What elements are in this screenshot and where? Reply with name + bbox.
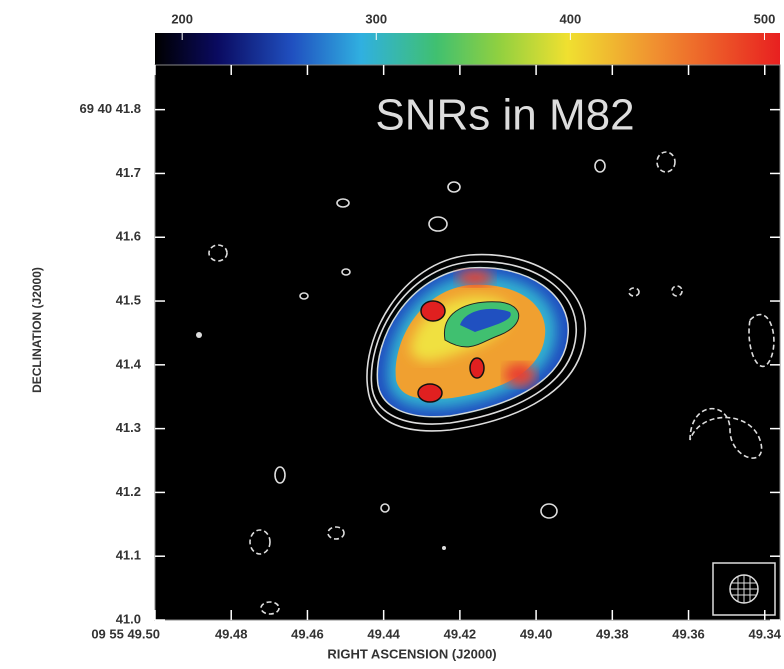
- colorbar-tick-label: 500: [754, 11, 776, 26]
- y-tick-label: 41.5: [116, 292, 141, 307]
- y-tick-label: 69 40 41.8: [80, 101, 141, 116]
- y-tick-label: 41.7: [116, 165, 141, 180]
- x-tick-label: 49.40: [520, 626, 553, 641]
- chart-title: SNRs in M82: [375, 91, 634, 140]
- x-tick-label: 49.42: [444, 626, 477, 641]
- remnant-image: [366, 253, 587, 432]
- colorbar: [155, 33, 780, 65]
- x-tick-label: 49.34: [748, 626, 781, 641]
- x-tick-label: 49.48: [215, 626, 248, 641]
- x-tick-label: 49.36: [672, 626, 705, 641]
- x-tick-label: 09 55 49.50: [91, 626, 160, 641]
- plot-frame: [154, 64, 781, 621]
- x-axis-label: RIGHT ASCENSION (J2000): [327, 646, 496, 661]
- y-tick-label: 41.6: [116, 229, 141, 244]
- y-tick-label: 41.3: [116, 420, 141, 435]
- x-tick-label: 49.46: [291, 626, 324, 641]
- y-tick-label: 41.4: [116, 356, 142, 371]
- y-tick-label: 41.2: [116, 484, 141, 499]
- y-axis-label: DECLINATION (J2000): [30, 267, 44, 393]
- y-tick-label: 41.0: [116, 611, 141, 626]
- noise-contours: [196, 151, 775, 615]
- x-tick-label: 49.38: [596, 626, 629, 641]
- colorbar-tick-label: 400: [560, 11, 582, 26]
- colorbar-tick-label: 300: [365, 11, 387, 26]
- x-tick-label: 49.44: [367, 626, 400, 641]
- beam: [712, 562, 776, 616]
- colorbar-tick-label: 200: [171, 11, 193, 26]
- y-tick-label: 41.1: [116, 548, 141, 563]
